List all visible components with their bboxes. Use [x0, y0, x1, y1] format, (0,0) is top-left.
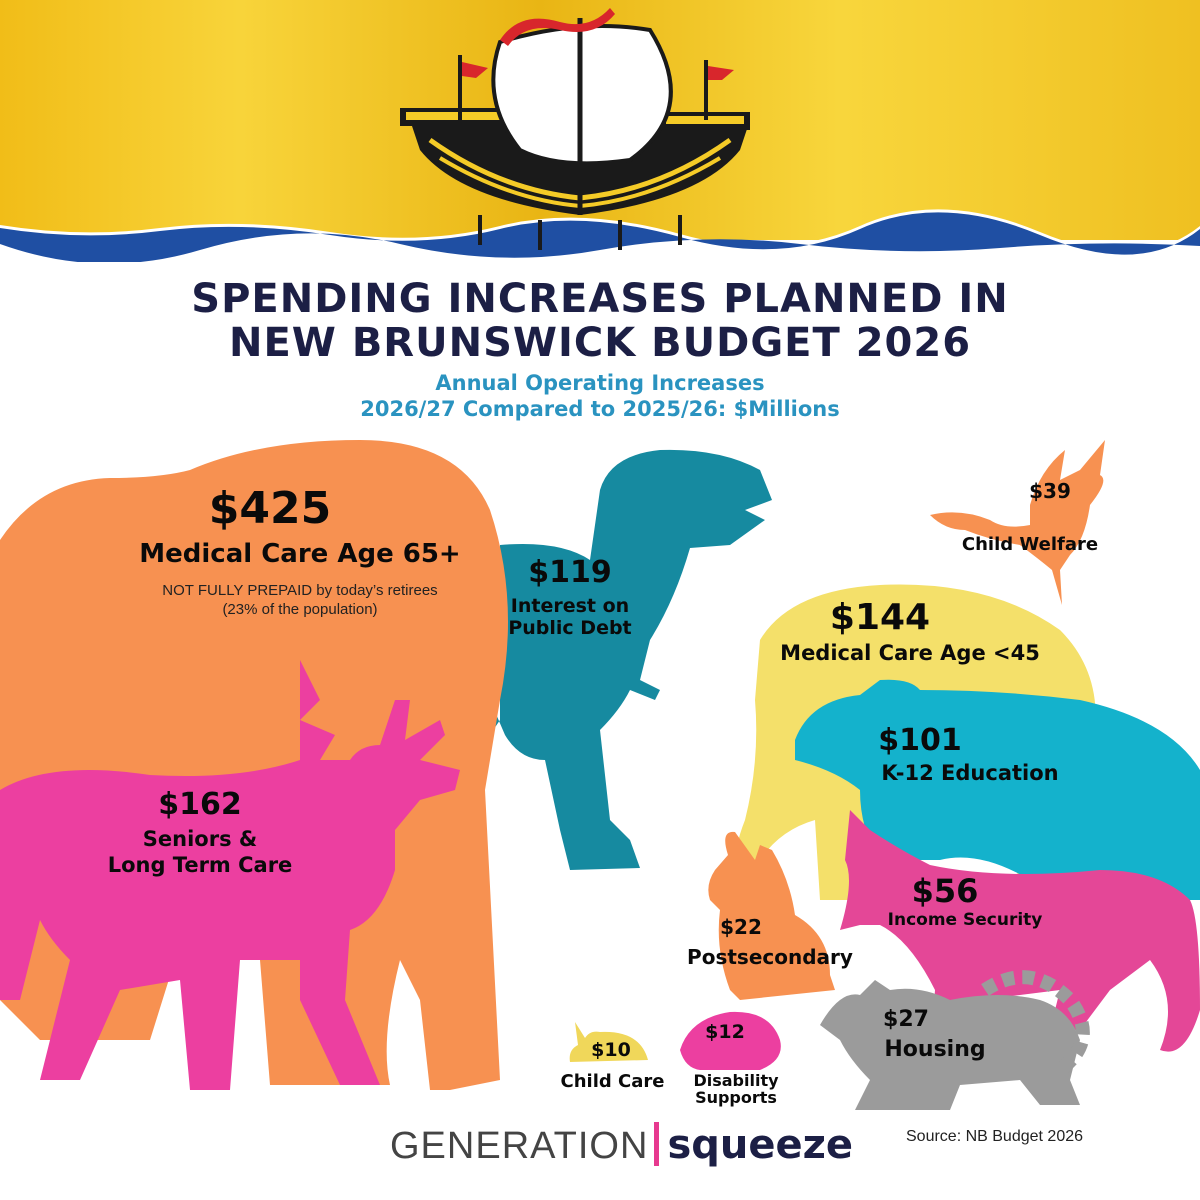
category-label-disability-line-2: Supports [695, 1088, 777, 1107]
category-label-medical-care-65: Medical Care Age 65+ [139, 539, 461, 569]
value-label-144: $144 [829, 597, 931, 638]
note-line-2: (23% of the population) [222, 601, 378, 618]
category-label-interest-line-2: Public Debt [508, 617, 632, 639]
value-label-101: $101 [878, 723, 962, 758]
logo-divider [654, 1122, 660, 1166]
value-label-12: $12 [705, 1021, 745, 1043]
category-label-income-security: Income Security [887, 910, 1043, 930]
logo-part-squeeze: squeeze [667, 1122, 854, 1168]
value-label-119: $119 [528, 555, 612, 590]
category-label-interest-line-1: Interest on [510, 595, 630, 617]
generation-squeeze-logo: GENERATION squeeze [390, 1122, 853, 1172]
value-label-39: $39 [1029, 479, 1071, 503]
mark-child-welfare [930, 440, 1105, 605]
category-label-postsecondary: Postsecondary [687, 945, 853, 969]
source-note: Source: NB Budget 2026 [906, 1128, 1084, 1145]
note-line-1: NOT FULLY PREPAID by today’s retirees [162, 582, 438, 599]
new-brunswick-flag-banner [0, 0, 1200, 262]
logo-part-generation: GENERATION [390, 1125, 649, 1167]
chart-title-line-1: SPENDING INCREASES PLANNED IN [191, 276, 1009, 322]
category-label-child-care: Child Care [560, 1071, 665, 1092]
value-label-162: $162 [158, 787, 242, 822]
mark-child-care [569, 1022, 648, 1062]
category-label-seniors-line-1: Seniors & [142, 827, 258, 851]
mark-disability-supports [680, 1011, 781, 1070]
category-label-seniors-line-2: Long Term Care [107, 853, 293, 877]
value-label-425: $425 [208, 483, 332, 534]
value-label-27: $27 [883, 1007, 929, 1032]
mark-seniors-long-term-care [0, 660, 460, 1090]
value-label-22: $22 [720, 915, 762, 939]
ship-emblem [400, 8, 750, 250]
chart-subtitle-line-2: 2026/27 Compared to 2025/26: $Millions [360, 397, 840, 421]
category-label-medical-care-under-45: Medical Care Age <45 [780, 641, 1040, 665]
category-label-disability-line-1: Disability [693, 1071, 779, 1090]
mark-k12-education [795, 679, 1200, 900]
mark-housing [820, 980, 1080, 1110]
chart-title-line-2: NEW BRUNSWICK BUDGET 2026 [228, 320, 972, 366]
mark-income-security [840, 810, 1200, 1060]
chart-subtitle-line-1: Annual Operating Increases [435, 371, 765, 395]
mark-postsecondary [708, 831, 835, 1000]
value-label-10: $10 [591, 1039, 631, 1061]
category-label-child-welfare: Child Welfare [961, 534, 1099, 555]
value-label-56: $56 [911, 872, 979, 910]
mark-housing-tail [981, 970, 1090, 1076]
category-label-housing: Housing [884, 1037, 986, 1062]
category-label-k12-education: K-12 Education [881, 761, 1059, 785]
